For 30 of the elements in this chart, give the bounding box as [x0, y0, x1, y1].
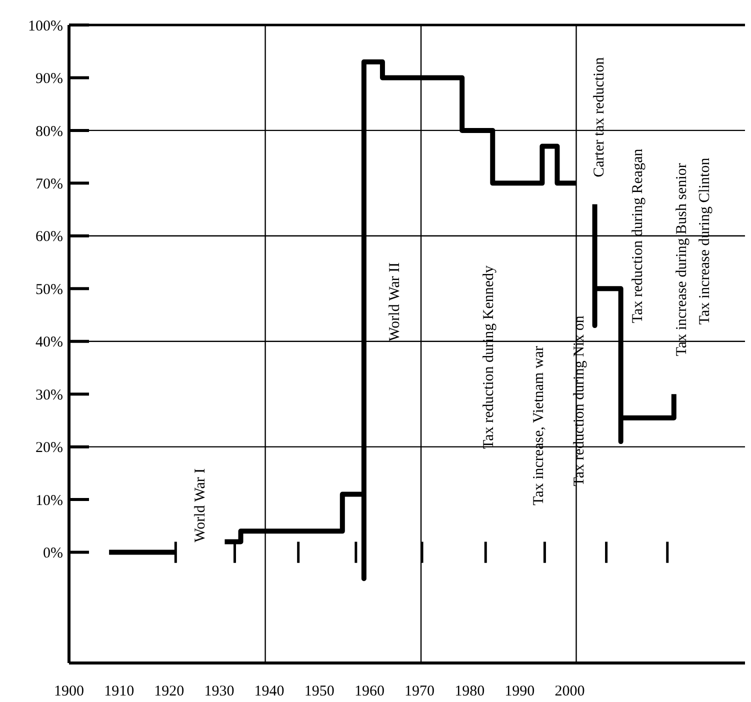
y-tick-label: 40% — [36, 334, 63, 351]
annotation: Tax increase during Bush senior — [674, 163, 690, 356]
x-tick-label: 1970 — [404, 684, 435, 700]
y-tick-label: 20% — [36, 440, 63, 456]
annotation: Tax increase, Vietnam war — [531, 346, 548, 506]
y-tick-label: 70% — [36, 176, 63, 193]
x-tick-label: 1950 — [304, 684, 334, 700]
x-tick-label: 1980 — [454, 684, 485, 700]
y-tick-label: 80% — [36, 124, 63, 140]
y-tick-label: 10% — [36, 492, 63, 509]
x-tick-label: 2000 — [554, 684, 585, 700]
x-tick-label: 1900 — [54, 684, 84, 700]
annotation: World War I — [192, 468, 209, 542]
y-tick-label: 60% — [36, 229, 63, 246]
x-tick-label: 1940 — [254, 684, 284, 700]
y-tick-label: 30% — [36, 387, 63, 404]
annotation: Tax reduction during Kennedy — [481, 264, 498, 449]
annotation: Tax reduction during Nix on — [572, 315, 588, 486]
x-tick-label: 1920 — [154, 684, 184, 700]
x-tick-label: 1990 — [504, 684, 535, 700]
x-tick-label: 1930 — [204, 684, 234, 700]
x-tick-label: 1960 — [354, 684, 384, 700]
annotation: Tax reduction during Reagan — [630, 148, 646, 324]
y-tick-label: 90% — [36, 71, 63, 88]
y-tick-label: 0% — [43, 546, 63, 562]
y-tick-label: 50% — [36, 282, 63, 298]
x-tick-label: 1910 — [104, 684, 134, 700]
annotation: Tax increase during Clinton — [696, 157, 713, 325]
annotation: World War II — [386, 262, 403, 342]
y-tick-label: 100% — [28, 18, 63, 34]
